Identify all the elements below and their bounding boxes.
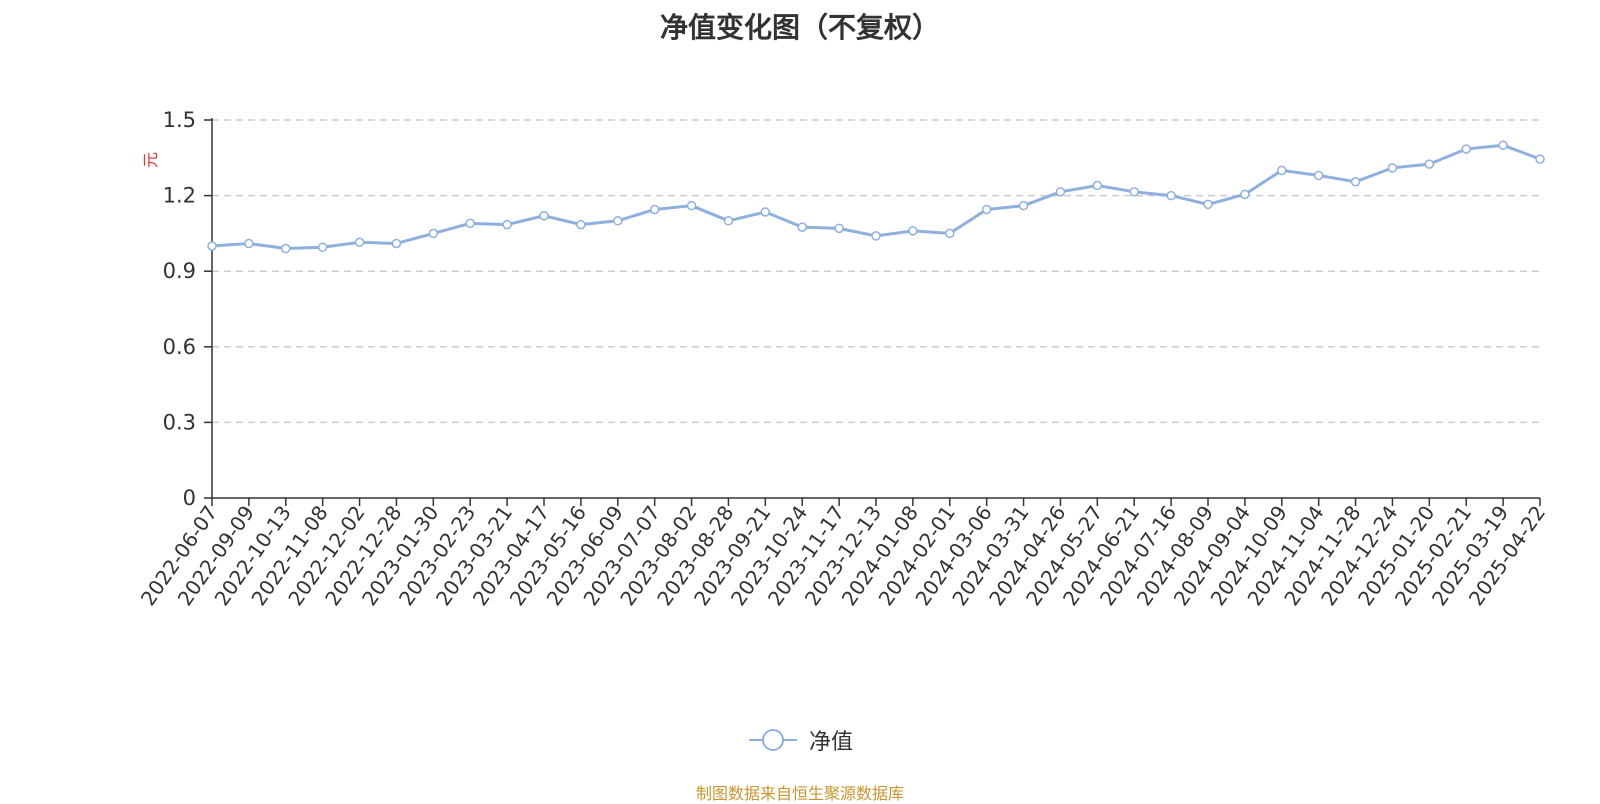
legend-item-nav[interactable]: 净值 xyxy=(747,724,853,756)
data-point-2023-05-16[interactable] xyxy=(576,219,586,230)
data-point-2023-11-17[interactable] xyxy=(834,223,844,234)
data-point-2024-10-09[interactable] xyxy=(1277,165,1287,176)
y-axis-label: 元 xyxy=(141,152,160,168)
data-point-2025-04-22[interactable] xyxy=(1535,154,1545,164)
data-point-2024-08-09[interactable] xyxy=(1203,199,1213,210)
gridlines xyxy=(212,119,1540,424)
data-point-2024-04-26[interactable] xyxy=(1055,187,1066,197)
data-point-2023-02-23[interactable] xyxy=(465,218,475,229)
data-point-2024-01-08[interactable] xyxy=(908,226,918,236)
data-point-2022-12-02[interactable] xyxy=(354,237,365,247)
y-tick-label-1.5: 1.5 xyxy=(163,108,196,132)
series-points-layer xyxy=(207,140,1545,254)
data-point-2023-12-13[interactable] xyxy=(871,231,881,241)
data-point-2022-12-28[interactable] xyxy=(391,238,402,249)
data-point-2024-03-06[interactable] xyxy=(981,204,992,215)
data-point-2024-07-16[interactable] xyxy=(1166,190,1176,201)
y-tick-label-0.6: 0.6 xyxy=(163,335,196,359)
data-point-2024-06-21[interactable] xyxy=(1129,187,1139,197)
data-point-2024-12-24[interactable] xyxy=(1387,163,1398,173)
data-point-2024-03-31[interactable] xyxy=(1018,200,1029,211)
data-source-note: 制图数据来自恒生聚源数据库 xyxy=(695,784,904,803)
y-tick-label-0: 0 xyxy=(183,486,196,510)
data-point-2023-01-30[interactable] xyxy=(428,228,439,239)
data-point-2025-03-19[interactable] xyxy=(1498,140,1508,150)
data-point-2023-03-21[interactable] xyxy=(502,219,512,230)
legend: 净值 xyxy=(0,724,1600,758)
y-tick-label-1.2: 1.2 xyxy=(163,184,196,208)
axes: 00.30.60.91.21.52022-06-072022-09-092022… xyxy=(136,108,1550,610)
data-point-2023-07-07[interactable] xyxy=(649,204,660,215)
data-point-2023-10-24[interactable] xyxy=(797,222,807,232)
data-point-2023-08-28[interactable] xyxy=(723,216,734,226)
data-point-2024-09-04[interactable] xyxy=(1240,189,1250,200)
y-tick-label-0.3: 0.3 xyxy=(163,410,196,434)
data-point-2023-06-09[interactable] xyxy=(613,216,623,226)
data-point-2024-11-04[interactable] xyxy=(1313,170,1324,181)
y-tick-label-0.9: 0.9 xyxy=(163,259,196,283)
data-point-2024-11-28[interactable] xyxy=(1350,176,1361,187)
data-point-2022-11-08[interactable] xyxy=(317,242,328,253)
data-point-2024-05-27[interactable] xyxy=(1092,180,1103,191)
data-point-2025-02-21[interactable] xyxy=(1461,144,1471,154)
data-point-2023-04-17[interactable] xyxy=(539,211,549,221)
data-point-2022-09-09[interactable] xyxy=(244,238,254,249)
legend-line-circle-icon xyxy=(748,729,797,751)
chart-title: 净值变化图（不复权） xyxy=(659,11,940,44)
data-point-2022-10-13[interactable] xyxy=(281,243,291,254)
data-point-2023-08-02[interactable] xyxy=(686,200,697,211)
data-point-2025-01-20[interactable] xyxy=(1424,159,1435,169)
legend-label: 净值 xyxy=(808,730,853,755)
data-point-2024-02-01[interactable] xyxy=(945,228,955,239)
data-point-2023-09-21[interactable] xyxy=(760,207,771,217)
data-point-2022-06-07[interactable] xyxy=(207,241,217,251)
